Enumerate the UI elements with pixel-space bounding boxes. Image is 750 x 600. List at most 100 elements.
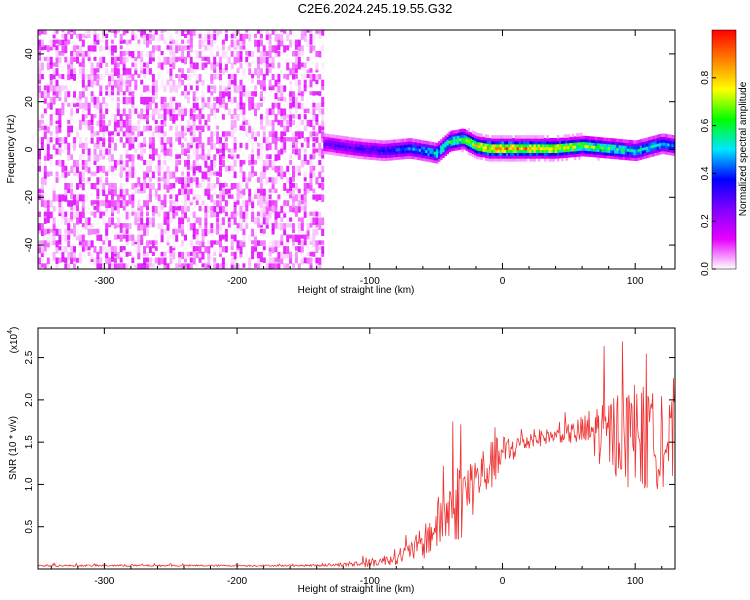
spec-cell-2852 xyxy=(450,142,454,146)
spec-cell-341 xyxy=(76,51,79,57)
spec-cell-499 xyxy=(96,177,100,185)
spec-cell-2297 xyxy=(306,137,310,143)
spec-cell-3246 xyxy=(550,158,553,162)
spec-cell-155 xyxy=(55,137,59,145)
spec-cell-1779 xyxy=(245,30,249,33)
spec-cell-1187 xyxy=(178,257,182,265)
spec-cell-1206 xyxy=(178,56,182,62)
spec-cell-2332 xyxy=(309,30,313,33)
spec-cell-1113 xyxy=(169,251,173,257)
spec-cell-1735 xyxy=(239,45,243,50)
spec-cell-1780 xyxy=(248,263,252,269)
spec-cell-3445 xyxy=(605,152,609,156)
spec-cell-3440 xyxy=(603,146,607,150)
spec-cell-961 xyxy=(148,125,152,131)
spec-cell-58 xyxy=(43,211,47,217)
spec-cell-1594 xyxy=(221,51,225,59)
spec-cell-748 xyxy=(125,188,129,196)
spec-cell-1289 xyxy=(186,39,190,44)
spec-cell-2422 xyxy=(321,96,325,104)
spec-cell-61 xyxy=(43,177,47,186)
spec-cell-2346 xyxy=(312,137,316,142)
spec-cell-1927 xyxy=(262,56,266,63)
spec-cell-837 xyxy=(134,79,138,88)
spec-cell-9 xyxy=(38,165,41,172)
spec-cell-503 xyxy=(96,137,100,145)
spec-cell-63 xyxy=(43,165,47,174)
spec-cell-2111 xyxy=(286,223,290,228)
spec-cell-1610 xyxy=(224,102,228,110)
spec-cell-962 xyxy=(148,114,152,119)
spec-cell-766 xyxy=(125,51,129,56)
spec-cell-1647 xyxy=(230,154,234,160)
spec-cell-863 xyxy=(137,51,141,59)
spec-cell-3314 xyxy=(567,142,570,147)
spec-cell-3629 xyxy=(660,142,664,146)
spec-cell-2665 xyxy=(393,145,396,149)
spec-cell-2017 xyxy=(274,165,278,173)
spec-cell-707 xyxy=(119,74,123,82)
spec-cell-879 xyxy=(140,114,144,120)
spec-cell-627 xyxy=(111,114,114,122)
spec-cell-2954 xyxy=(478,147,481,151)
spec-cell-1906 xyxy=(259,30,263,33)
spec-cell-974 xyxy=(151,240,155,249)
spec-cell-3433 xyxy=(601,146,604,150)
spec-cell-2390 xyxy=(318,183,322,189)
spec-cell-1851 xyxy=(257,240,260,246)
spec-cell-3571 xyxy=(643,152,647,156)
spec-cell-2963 xyxy=(480,147,483,152)
spec-cell-2586 xyxy=(370,150,373,155)
spec-cell-1132 xyxy=(169,85,173,93)
spec-cell-3551 xyxy=(637,151,641,155)
spec-cell-2167 xyxy=(292,165,295,172)
spec-cell-211 xyxy=(61,137,65,145)
spec-cell-3277 xyxy=(556,135,560,139)
spec-cell-109 xyxy=(49,119,53,126)
spec-cell-153 xyxy=(55,148,59,155)
spec-cell-3668 xyxy=(673,152,675,157)
spec-cell-507 xyxy=(96,102,100,110)
spec-cell-1569 xyxy=(219,74,222,81)
spec-cell-2534 xyxy=(353,137,356,141)
spec-cell-3337 xyxy=(573,145,577,149)
spec-cell-1956 xyxy=(268,251,272,257)
spec-cell-3191 xyxy=(535,149,539,153)
spec-cell-3063 xyxy=(503,138,507,142)
spec-cell-772 xyxy=(128,240,132,247)
spec-cell-3330 xyxy=(571,139,575,143)
spec-cell-2578 xyxy=(367,153,371,157)
spec-cell-759 xyxy=(125,96,129,105)
spec-cell-2565 xyxy=(363,150,367,154)
spec-cell-2339 xyxy=(312,194,316,200)
spec-cell-1286 xyxy=(186,68,190,74)
spec-cell-1129 xyxy=(169,108,173,117)
spec-cell-3295 xyxy=(563,148,566,153)
spec-cell-1155 xyxy=(172,108,176,114)
spec-cell-1306 xyxy=(189,125,193,131)
spec-cell-2787 xyxy=(431,159,435,163)
spec-cell-1664 xyxy=(233,234,237,242)
spec-cell-977 xyxy=(151,211,155,217)
spec-cell-1333 xyxy=(192,148,196,155)
spec-cell-426 xyxy=(87,160,91,168)
spec-cell-727 xyxy=(122,131,126,137)
spec-cell-523 xyxy=(99,177,103,183)
spec-cell-504 xyxy=(96,131,100,136)
spec-cell-2142 xyxy=(289,125,293,132)
spec-cell-2149 xyxy=(289,85,293,92)
spec-cell-2973 xyxy=(482,142,486,147)
spec-cell-1761 xyxy=(242,39,246,45)
spec-cell-1106 xyxy=(166,102,170,108)
spec-cell-874 xyxy=(140,183,144,191)
spec-cell-591 xyxy=(108,217,112,225)
spec-cell-2609 xyxy=(376,145,379,150)
spec-cell-2309 xyxy=(309,251,313,257)
spec-cell-767 xyxy=(125,39,129,46)
spec-cell-3424 xyxy=(599,151,602,155)
spec-cell-845 xyxy=(137,240,141,248)
spec-cell-1815 xyxy=(251,148,255,153)
spec-cell-1227 xyxy=(181,114,185,121)
spec-cell-119 xyxy=(49,39,53,47)
spec-cell-3625 xyxy=(658,134,662,138)
